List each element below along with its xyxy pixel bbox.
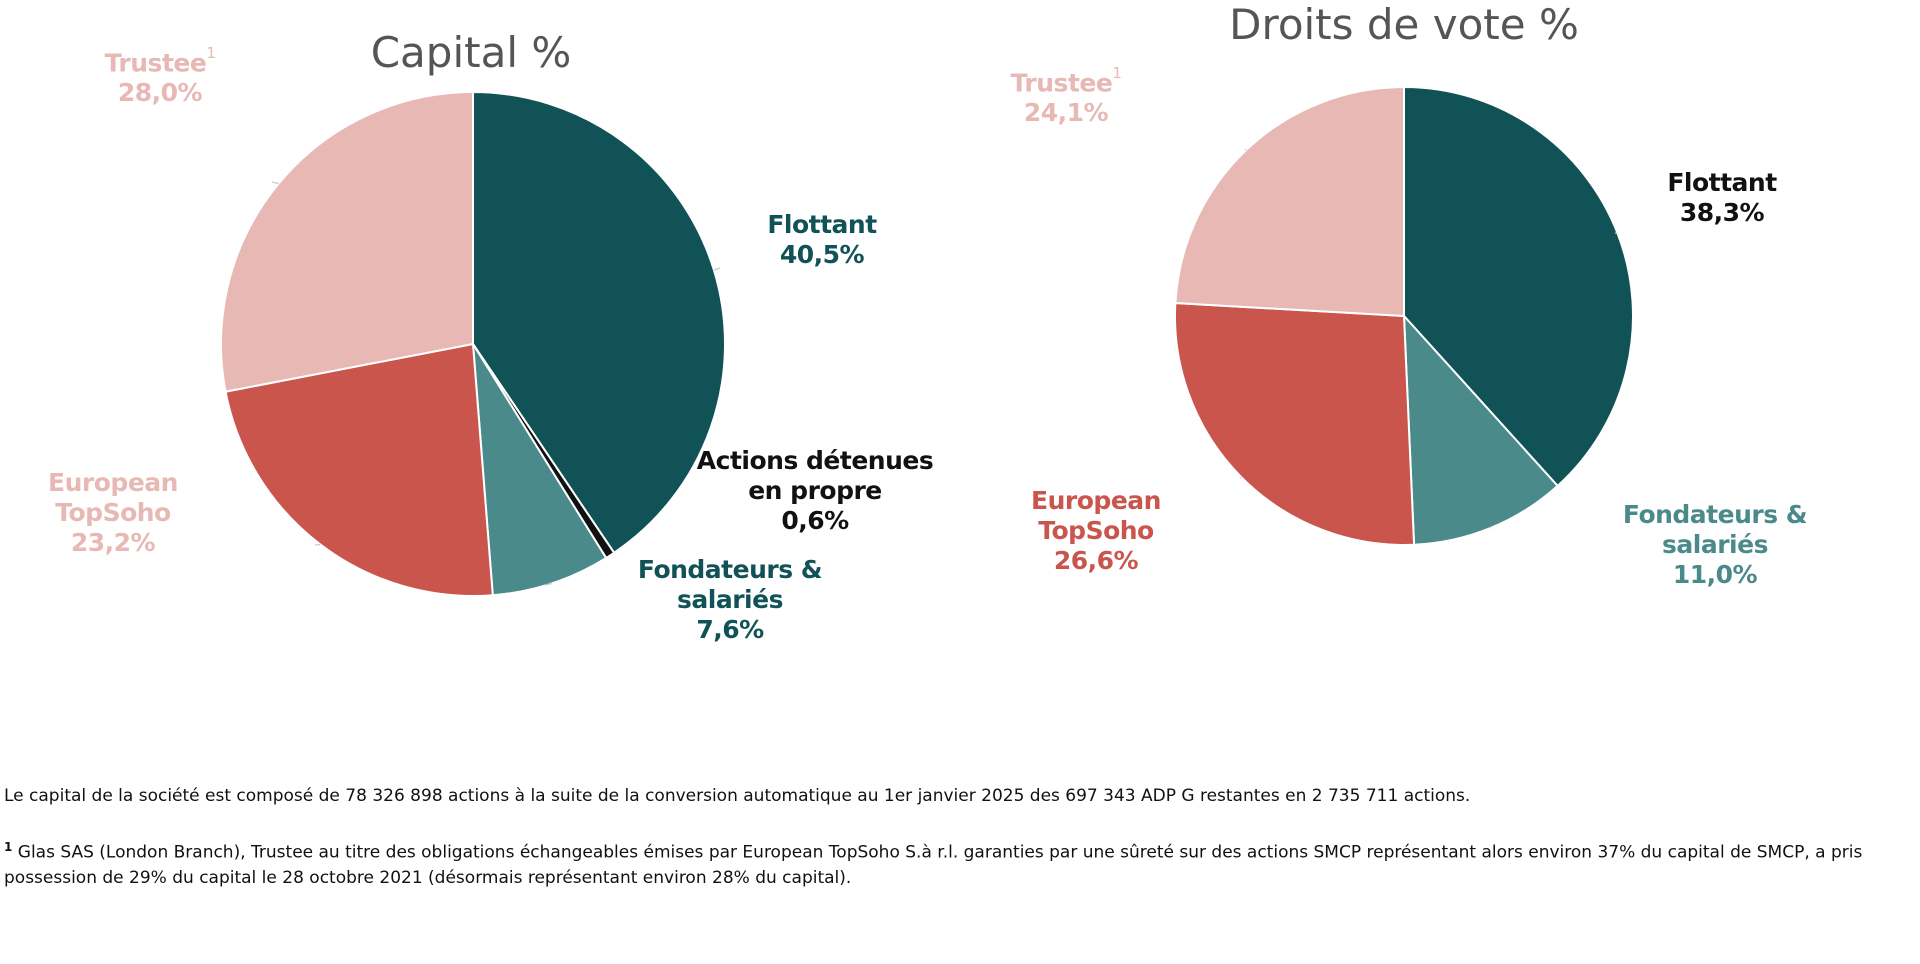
chart-title: Capital % <box>370 28 572 77</box>
leader-line <box>544 582 552 586</box>
footnote-marker: 1 <box>4 840 13 854</box>
category-label: Flottant <box>767 210 877 239</box>
value-label: 0,6% <box>781 506 849 535</box>
leader-line <box>271 181 279 185</box>
data-label: Fondateurs & salariés 11,0% <box>1615 500 1815 590</box>
data-label: Trustee1 24,1% <box>1006 62 1126 128</box>
category-label: Trustee <box>1010 68 1113 98</box>
leader-line <box>1239 476 1242 479</box>
data-label: Flottant 40,5% <box>737 210 907 270</box>
value-label: 28,0% <box>117 78 203 108</box>
footnote-marker: 1 <box>1112 64 1122 82</box>
pie-slice <box>1174 85 1405 318</box>
value-label: 11,0% <box>1672 560 1758 589</box>
data-label: Fondateurs & salariés 7,6% <box>635 555 825 645</box>
category-label: Fondateurs & salariés <box>637 555 823 614</box>
category-label: European TopSoho <box>1031 486 1161 545</box>
value-label: 38,3% <box>1679 198 1765 227</box>
data-label: European TopSoho 26,6% <box>1021 486 1171 576</box>
category-label: Actions détenues en propre <box>696 446 934 505</box>
leader-line <box>314 543 321 546</box>
value-label: 40,5% <box>779 240 865 269</box>
category-label: Fondateurs & salariés <box>1622 500 1808 559</box>
data-label: Actions détenues en propre 0,6% <box>695 446 935 536</box>
footnote-text: Glas SAS (London Branch), Trustee au tit… <box>4 842 1863 888</box>
note: Le capital de la société est composé de … <box>4 786 1471 806</box>
footnote: 1 Glas SAS (London Branch), Trustee au t… <box>4 835 1884 891</box>
pie-slice <box>1174 302 1416 546</box>
data-label: Trustee1 28,0% <box>100 42 220 108</box>
data-label: Flottant 38,3% <box>1642 168 1802 228</box>
chart-title: Droits de vote % <box>1229 0 1579 49</box>
footnote-marker: 1 <box>206 44 216 62</box>
value-label: 23,2% <box>70 528 156 557</box>
leader-line <box>1614 232 1618 235</box>
category-label: European TopSoho <box>48 468 178 527</box>
pie-slice <box>472 90 726 555</box>
pie-slice <box>220 90 474 393</box>
category-label: Flottant <box>1667 168 1777 197</box>
value-label: 7,6% <box>696 615 764 644</box>
leader-line <box>713 267 721 271</box>
value-label: 26,6% <box>1053 546 1139 575</box>
value-label: 24,1% <box>1023 98 1109 128</box>
data-label: European TopSoho 23,2% <box>33 468 193 558</box>
pie-slice <box>1403 85 1634 488</box>
category-label: Trustee <box>104 48 207 78</box>
